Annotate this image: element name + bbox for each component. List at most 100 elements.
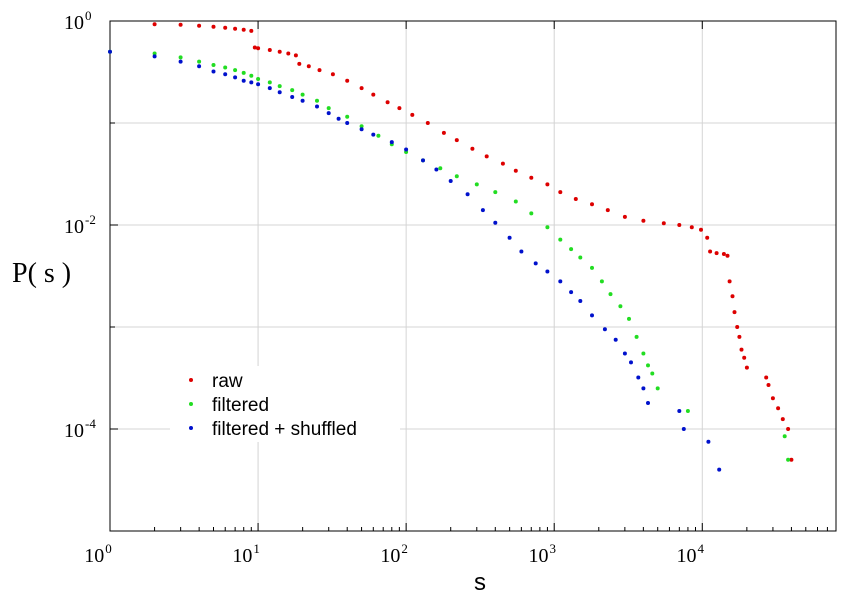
data-point	[480, 208, 485, 213]
legend-marker	[189, 426, 193, 430]
data-point	[714, 251, 719, 256]
data-point	[558, 237, 563, 242]
data-point	[197, 59, 202, 64]
data-point	[558, 190, 563, 195]
data-point	[211, 69, 216, 74]
data-point	[277, 49, 282, 54]
data-point	[681, 427, 686, 431]
data-point	[776, 406, 781, 411]
data-point	[725, 253, 730, 258]
data-point	[470, 146, 475, 151]
data-point	[389, 140, 394, 145]
series-2	[108, 49, 722, 472]
data-point	[721, 252, 726, 256]
x-tick-label: 103	[528, 541, 556, 567]
data-point	[627, 316, 631, 321]
data-point	[315, 98, 319, 103]
data-point	[256, 46, 261, 51]
data-point	[661, 221, 666, 226]
data-point	[727, 279, 732, 284]
data-point	[744, 365, 749, 370]
data-point	[764, 375, 769, 380]
data-point	[513, 168, 518, 173]
data-point	[613, 337, 618, 342]
data-point	[300, 98, 305, 103]
x-tick-label: 104	[677, 541, 705, 567]
data-point	[371, 132, 376, 137]
data-point	[742, 355, 747, 360]
data-point	[108, 49, 112, 54]
data-point	[484, 154, 489, 159]
data-point	[573, 197, 578, 201]
data-point	[197, 64, 202, 69]
data-point	[636, 375, 641, 380]
data-point	[513, 199, 518, 204]
data-point	[650, 371, 655, 376]
data-point	[315, 104, 319, 109]
data-point	[770, 396, 775, 401]
data-point	[249, 80, 254, 85]
data-point	[249, 73, 254, 78]
data-point	[277, 84, 282, 89]
data-point	[465, 192, 470, 197]
data-point	[410, 112, 415, 117]
data-point	[493, 220, 498, 225]
data-point	[290, 88, 295, 93]
data-point	[655, 386, 660, 391]
data-point	[438, 166, 443, 171]
data-point	[766, 383, 771, 387]
data-point	[578, 299, 583, 303]
data-point	[233, 68, 238, 73]
data-point	[434, 167, 439, 172]
data-point	[578, 255, 583, 260]
data-point	[782, 434, 787, 439]
data-point	[441, 130, 446, 135]
data-point	[569, 247, 574, 252]
legend-marker	[189, 378, 193, 382]
data-point	[545, 182, 550, 187]
data-point	[618, 304, 623, 309]
data-point	[677, 223, 682, 227]
data-point	[677, 409, 682, 413]
data-point	[359, 127, 364, 132]
data-point	[385, 100, 390, 105]
data-point	[599, 279, 604, 284]
data-point	[739, 347, 744, 352]
data-point	[689, 225, 694, 230]
y-axis-label: P( s )	[12, 258, 71, 289]
data-point	[290, 95, 295, 99]
data-point	[178, 22, 183, 27]
data-point	[622, 214, 627, 219]
data-point	[306, 64, 311, 69]
data-point	[545, 225, 550, 230]
data-point	[641, 351, 646, 356]
legend-marker	[189, 402, 193, 406]
data-point	[558, 279, 563, 284]
data-point	[421, 158, 425, 163]
data-point	[529, 175, 534, 180]
data-point	[622, 351, 627, 356]
plot-frame	[109, 20, 837, 532]
data-points	[108, 22, 794, 472]
data-point	[590, 265, 594, 270]
data-point	[404, 147, 409, 152]
data-point	[646, 363, 650, 368]
data-point	[345, 114, 350, 119]
data-point	[345, 121, 350, 125]
data-point	[454, 138, 459, 143]
y-tick-label: 10-2	[64, 212, 96, 238]
data-point	[152, 51, 157, 56]
data-point	[178, 55, 183, 60]
x-axis-label: s	[474, 569, 486, 595]
data-point	[634, 334, 639, 339]
data-point	[197, 23, 202, 28]
data-point	[359, 124, 364, 129]
data-point	[641, 218, 646, 223]
data-point	[789, 457, 794, 462]
data-point	[685, 409, 690, 413]
data-point	[241, 27, 246, 32]
data-point	[223, 65, 228, 70]
data-point	[359, 86, 364, 91]
data-point	[605, 208, 610, 213]
